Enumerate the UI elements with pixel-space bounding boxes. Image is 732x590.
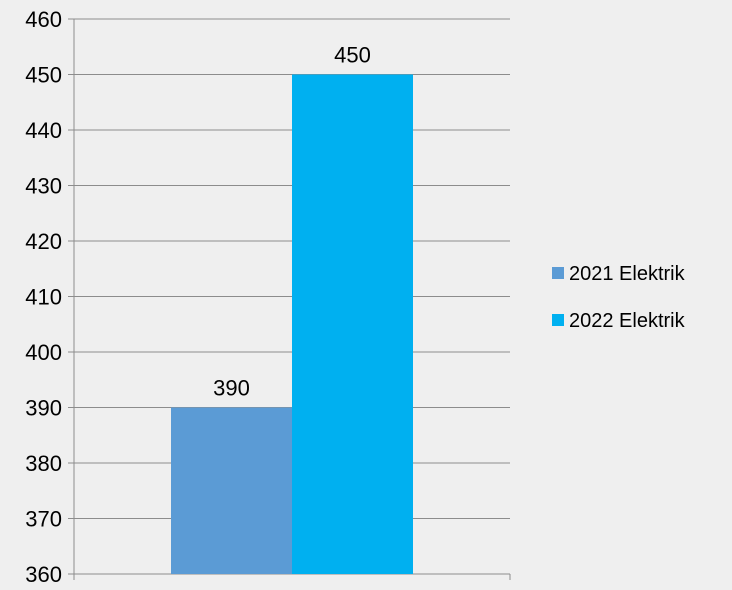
y-tick-label: 400: [25, 340, 62, 365]
y-tick-label: 370: [25, 507, 62, 532]
y-tick-label: 360: [25, 562, 62, 587]
bar: [171, 407, 292, 574]
data-label: 450: [334, 43, 371, 68]
legend: 2021 Elektrik 2022 Elektrik: [552, 263, 686, 332]
legend-swatch: [552, 314, 564, 326]
data-label: 390: [213, 376, 250, 401]
y-tick-label: 440: [25, 118, 62, 143]
axis-layer: [68, 18, 511, 580]
y-tick-label: 450: [25, 63, 62, 88]
y-tick-label: 390: [25, 396, 62, 421]
legend-label: 2022 Elektrik: [569, 310, 686, 332]
y-tick-label: 460: [25, 7, 62, 32]
y-tick-label: 380: [25, 451, 62, 476]
legend-label: 2021 Elektrik: [569, 263, 686, 285]
label-layer: 360 370 380 390 400 410 420 430 440 450 460 390 450: [25, 7, 371, 587]
y-tick-label: 430: [25, 174, 62, 199]
bar-layer: [171, 74, 413, 574]
bar: [292, 74, 413, 574]
y-tick-label: 410: [25, 285, 62, 310]
y-tick-label: 420: [25, 229, 62, 254]
legend-swatch: [552, 267, 564, 279]
